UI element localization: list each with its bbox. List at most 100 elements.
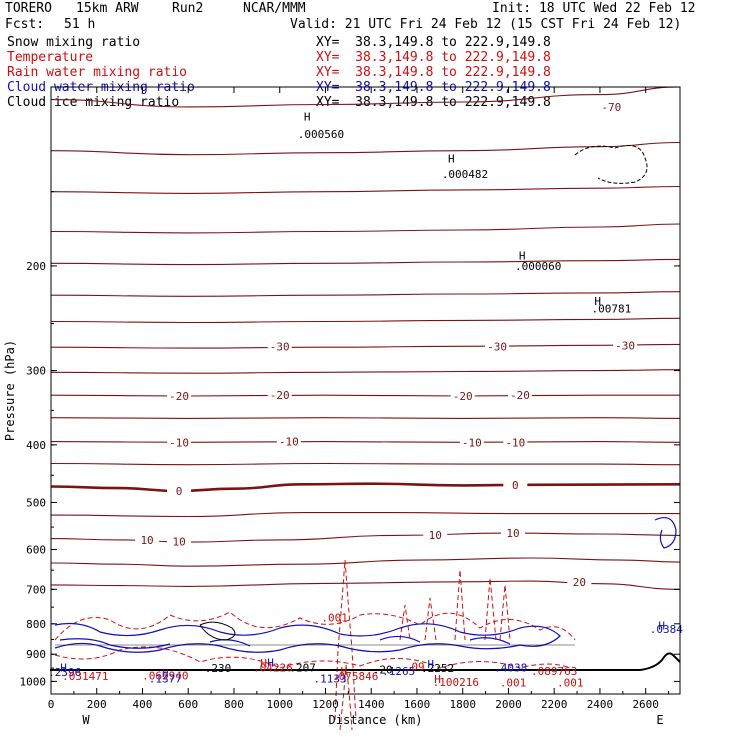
- temperature-label: -30: [270, 340, 290, 353]
- org-label: NCAR/MMM: [243, 1, 306, 16]
- y-tick-label: 500: [26, 496, 46, 509]
- maximum-label: .000560: [298, 128, 344, 141]
- east-label: E: [656, 713, 663, 727]
- maximum-label: H: [594, 295, 601, 308]
- xy-temperature: XY= 38.3,149.8 to 222.9,149.8: [316, 50, 551, 65]
- y-tick-label: 300: [26, 365, 46, 378]
- x-tick-label: 2600: [632, 698, 659, 711]
- temperature-label: -10: [462, 436, 482, 449]
- maximum-label: H: [448, 153, 455, 166]
- maximum-label: H: [519, 249, 526, 262]
- rain-contour: [54, 646, 571, 669]
- temperature-contour: [50, 557, 681, 567]
- fcst-label: Fcst:: [5, 17, 45, 32]
- temperature-label: -20: [510, 389, 530, 402]
- temperature-label: -20: [169, 390, 189, 403]
- maximum-label: .000482: [442, 168, 488, 181]
- temperature-contour: [50, 291, 681, 297]
- temperature-contours: [50, 86, 681, 590]
- x-tick-label: 600: [178, 698, 198, 711]
- y-tick-label: 400: [26, 439, 46, 452]
- temperature-contour: [50, 441, 681, 443]
- maximum-label: .100216: [433, 676, 479, 689]
- maximum-label: H: [60, 662, 67, 675]
- x-axis-label: Distance (km): [329, 713, 423, 727]
- contour-label-bg: [459, 436, 484, 449]
- temperature-contour: [50, 86, 681, 108]
- temperature-label: 20: [573, 576, 586, 589]
- y-tick-label: 1000: [20, 675, 47, 688]
- y-tick-label: 200: [26, 260, 46, 273]
- maximum-label: H: [304, 110, 311, 123]
- temperature-label: 0: [512, 479, 519, 492]
- temperature-contour: [50, 317, 681, 324]
- maximum-label: .20: [373, 664, 393, 677]
- temperature-label: -10: [279, 436, 299, 449]
- maximum-label: .001: [321, 611, 348, 624]
- temperature-label: -30: [487, 340, 507, 353]
- y-tick-label: 600: [26, 544, 46, 557]
- x-tick-label: 200: [87, 698, 107, 711]
- y-tick-label: 800: [26, 618, 46, 631]
- temperature-label: 10: [429, 529, 442, 542]
- terrain-line: [50, 652, 681, 671]
- temperature-contour: [50, 462, 681, 466]
- x-tick-label: 2200: [541, 698, 568, 711]
- maximum-label: .001: [500, 677, 527, 690]
- temperature-label: -70: [601, 101, 621, 114]
- x-tick-label: 2400: [587, 698, 614, 711]
- maximum-label: .230: [205, 662, 232, 675]
- field-snow: Snow mixing ratio: [7, 35, 141, 50]
- contour-label-bg: [450, 389, 475, 402]
- cloud-water-contour: [54, 622, 561, 653]
- x-tick-label: 400: [133, 698, 153, 711]
- field-rain: Rain water mixing ratio: [7, 65, 188, 80]
- x-tick-label: 1800: [449, 698, 476, 711]
- temperature-contour: [50, 141, 681, 156]
- x-tick-label: 1000: [266, 698, 293, 711]
- maximum-label: .1377: [149, 673, 182, 686]
- temperature-contour: [50, 482, 681, 493]
- maximum-label: H: [340, 665, 347, 678]
- contour-label-bg: [507, 389, 532, 402]
- maximum-label: .2252: [421, 662, 454, 675]
- temperature-label: 10: [172, 536, 185, 549]
- temperature-label: 10: [506, 527, 519, 540]
- maximum-label: H: [162, 667, 169, 680]
- contour-label-bg: [135, 533, 160, 546]
- init-time: Init: 18 UTC Wed 22 Feb 12: [492, 1, 696, 16]
- contour-label-bg: [267, 340, 292, 353]
- model-name: TORERO: [5, 1, 52, 16]
- resolution: 15km ARW: [76, 1, 139, 16]
- contour-labels: -70 -30 -30 -30 -20 -20 -20 -20 -10 -10 -10 -10 0 0 10…: [48, 100, 683, 690]
- fcst-value: 51 h: [64, 17, 96, 32]
- rain-contour: [334, 559, 357, 721]
- contour-label-bg: [599, 100, 624, 113]
- x-tick-label: 0: [48, 698, 55, 711]
- maximum-label: .207: [289, 662, 316, 675]
- xy-rain: XY= 38.3,149.8 to 222.9,149.8: [316, 65, 551, 80]
- contour-label-bg: [567, 575, 592, 588]
- precipitation-contours: [50, 145, 681, 731]
- xy-snow: XY= 38.3,149.8 to 222.9,149.8: [316, 35, 551, 50]
- maximum-label: .4038: [494, 661, 527, 674]
- temperature-label: -10: [505, 436, 525, 449]
- contour-label-bg: [503, 478, 528, 491]
- cloud-water-contour: [59, 635, 511, 649]
- maximum-label: .2396: [48, 666, 81, 679]
- y-axis-label: Pressure (hPa): [3, 340, 17, 441]
- maximum-label: .062940: [142, 669, 188, 682]
- maximum-label: .031471: [62, 670, 108, 683]
- contour-label-bg: [423, 528, 448, 541]
- run-label: Run2: [172, 1, 204, 16]
- contour-label-bg: [501, 527, 526, 540]
- west-label: W: [82, 713, 90, 727]
- temperature-label: -20: [270, 389, 290, 402]
- x-tick-label: 1200: [312, 698, 339, 711]
- field-temperature: Temperature: [7, 50, 94, 65]
- contour-label-bg: [167, 535, 192, 548]
- rain-contour: [399, 569, 511, 641]
- maximum-label: .09: [405, 660, 425, 673]
- rain-contour: [54, 611, 576, 641]
- contour-label-bg: [167, 389, 192, 402]
